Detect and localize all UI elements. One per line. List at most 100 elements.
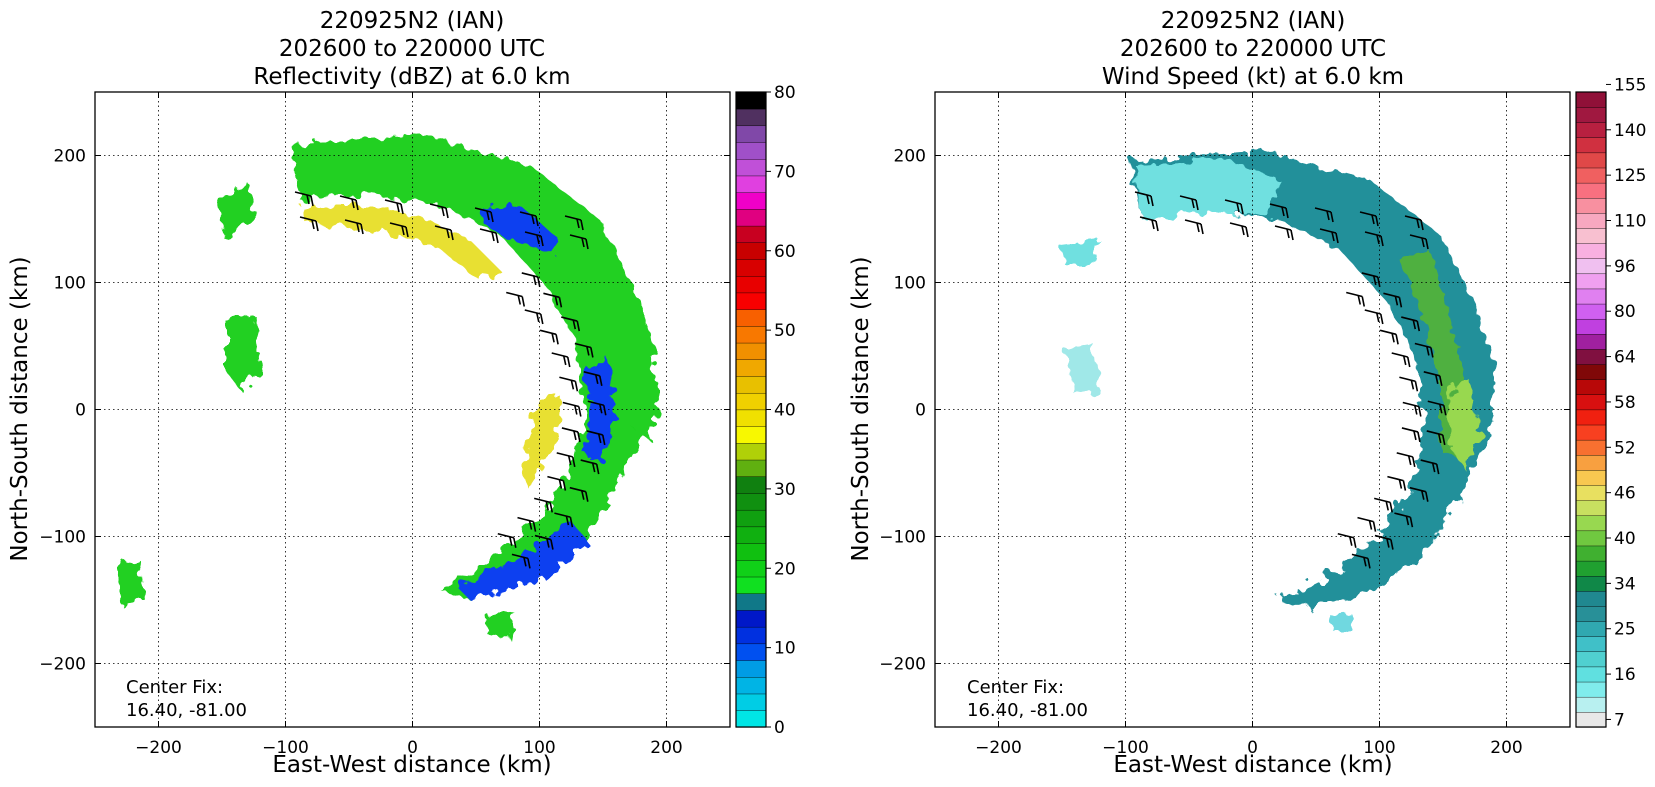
wind-band-lightgreen — [1450, 380, 1480, 470]
reflectivity-wind-barb-feather — [555, 334, 559, 345]
wind-speed-wind-barb-staff — [1364, 309, 1381, 315]
reflectivity-colorbar-label: 80 — [774, 83, 796, 103]
reflectivity-wind-barb-staff — [434, 225, 452, 231]
reflectivity-wind-barb-feather — [536, 234, 540, 245]
reflectivity-colorbar-swatch — [735, 459, 767, 477]
wind-speed-colorbar-swatch — [1575, 620, 1607, 637]
wind-speed-wind-barb-feather — [1406, 356, 1411, 368]
wind-speed-wind-barb-feather — [1330, 211, 1334, 223]
wind-speed-y-tick-label: 0 — [915, 401, 926, 421]
wind-speed-colorbar-label: 34 — [1614, 574, 1636, 594]
wind-speed-wind-barb-staff — [1391, 352, 1408, 358]
reflectivity-wind-barb-feather — [601, 434, 606, 446]
reflectivity-colorbar-label: 40 — [774, 401, 796, 421]
reflectivity-wind-barb-staff — [583, 371, 600, 377]
reflectivity-wind-barb-staff — [586, 430, 603, 436]
reflectivity-colorbar-label: 70 — [774, 162, 796, 182]
wind-speed-wind-barb-staff — [1394, 512, 1411, 518]
reflectivity-wind-barb-staff — [479, 228, 497, 234]
wind-speed-wind-barb-feather — [1361, 296, 1366, 307]
reflectivity-colorbar-swatch — [735, 509, 767, 528]
reflectivity-colorbar-swatch — [735, 492, 767, 511]
wind-speed-wind-barb-feather — [1331, 231, 1335, 242]
reflectivity-wind-barb-feather — [491, 231, 495, 242]
reflectivity-wind-barb-feather — [360, 223, 364, 235]
reflectivity-colorbar-swatch — [735, 659, 767, 678]
wind-speed-colorbar-swatch — [1575, 122, 1607, 138]
wind-speed-colorbar-label: 25 — [1614, 620, 1636, 640]
wind-speed-wind-barb-staff — [1399, 376, 1416, 383]
wind-speed-wind-barb-feather — [1241, 225, 1245, 236]
wind-speed-wind-barb-feather — [1414, 405, 1418, 415]
wind-speed-wind-barb-feather — [1150, 195, 1154, 207]
reflectivity-wind-barb-staff — [344, 219, 362, 225]
wind-speed-wind-barb-staff — [1314, 207, 1332, 213]
reflectivity-wind-barb-feather — [558, 479, 563, 489]
wind-speed-colorbar-swatch — [1575, 394, 1607, 411]
wind-speed-wind-barb-feather — [1407, 455, 1412, 466]
wind-speed-panel: 220925N2 (IAN) 202600 to 220000 UTC Wind… — [848, 8, 1646, 778]
reflectivity-wind-barb-feather — [311, 219, 315, 230]
wind-speed-wind-barb-feather — [1146, 194, 1150, 205]
wind-speed-colorbar-swatch — [1575, 303, 1607, 320]
reflectivity-wind-barb-staff — [534, 497, 551, 504]
wind-speed-wind-barb-feather — [1426, 346, 1430, 356]
reflectivity-x-tick-label: −100 — [262, 738, 309, 758]
wind-speed-wind-barb-feather — [1439, 404, 1443, 414]
reflectivity-x-tick-label: −200 — [135, 738, 182, 758]
reflectivity-echo-field — [115, 135, 660, 640]
wind-speed-y-axis-label: North-South distance (km) — [848, 256, 874, 561]
reflectivity-wind-barb-feather — [567, 455, 572, 466]
reflectivity-x-axis-label: East-West distance (km) — [272, 752, 551, 778]
reflectivity-wind-barb-staff — [574, 342, 592, 349]
wind-speed-wind-barb-feather — [1410, 380, 1415, 390]
reflectivity-wind-barb-staff — [517, 516, 534, 523]
wind-speed-wind-barb-staff — [1409, 234, 1427, 240]
reflectivity-wind-barb-feather — [531, 214, 535, 225]
wind-speed-wind-barb-feather — [1411, 456, 1416, 468]
reflectivity-wind-barb-feather — [445, 207, 449, 219]
reflectivity-wind-barb-feather — [573, 430, 577, 441]
wind-speed-colorbar-swatch — [1575, 530, 1607, 547]
wind-speed-colorbar-swatch — [1575, 363, 1607, 380]
wind-speed-x-tick-label: 200 — [1490, 738, 1522, 758]
wind-speed-wind-barb-feather — [1402, 355, 1407, 366]
wind-speed-wind-barb-staff — [1346, 291, 1363, 298]
wind-speed-colorbar-label: 7 — [1614, 710, 1625, 730]
reflectivity-cell-far-east — [630, 350, 660, 440]
reflectivity-colorbar-swatch — [735, 292, 767, 310]
reflectivity-wind-barb-staff — [551, 352, 568, 358]
wind-speed-colorbar-label: 16 — [1614, 665, 1636, 685]
reflectivity-wind-barb-staff — [299, 216, 317, 222]
wind-speed-wind-barb-feather — [1416, 218, 1420, 229]
reflectivity-colorbar-swatch — [735, 476, 767, 494]
reflectivity-colorbar-swatch — [735, 693, 767, 711]
wind-speed-wind-barb-feather — [1155, 220, 1159, 232]
reflectivity-colorbar-swatch — [735, 192, 767, 210]
reflectivity-wind-barb-staff — [534, 534, 552, 541]
wind-speed-wind-barb-feather — [1376, 234, 1380, 245]
reflectivity-wind-barb-feather — [562, 355, 567, 366]
reflectivity-x-tick-label: 200 — [650, 738, 682, 758]
reflectivity-wind-barb-feather — [562, 480, 567, 491]
wind-speed-wind-barb-feather — [1375, 312, 1380, 323]
reflectivity-wind-barb-feather — [540, 235, 544, 247]
wind-speed-wind-barb-feather — [1326, 210, 1330, 221]
reflectivity-wind-barb-feather — [580, 219, 584, 231]
wind-speed-colorbar-swatch — [1575, 515, 1607, 532]
reflectivity-colorbar-swatch — [735, 108, 767, 127]
reflectivity-ticks: −200 −100 0 100 200 −200 −100 0 100 200 — [39, 92, 730, 758]
wind-speed-wind-barb-staff — [1402, 401, 1420, 408]
wind-speed-colorbar-swatch — [1575, 711, 1607, 728]
wind-speed-wind-barb-feather — [1245, 226, 1249, 238]
reflectivity-wind-barb-staff — [569, 234, 587, 240]
reflectivity-wind-barb-feather — [572, 319, 577, 330]
reflectivity-colorbar-swatch — [735, 242, 767, 260]
reflectivity-wind-barb-feather — [396, 202, 400, 213]
wind-speed-wind-barb-feather — [1200, 223, 1204, 235]
wind-speed-colorbar-swatch — [1575, 439, 1607, 456]
reflectivity-colorbar-label: 50 — [774, 321, 796, 341]
reflectivity-wind-barb-staff — [519, 211, 537, 217]
wind-speed-colorbar-swatch — [1575, 212, 1607, 229]
reflectivity-colorbar-swatch — [735, 593, 767, 611]
